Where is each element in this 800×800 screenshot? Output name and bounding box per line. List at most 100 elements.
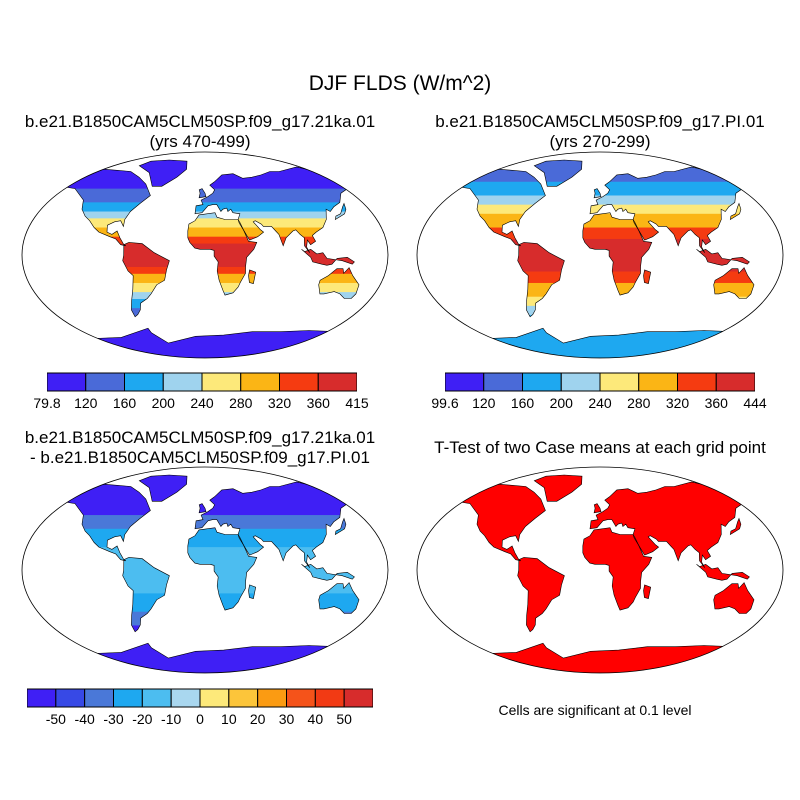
colorbar-box xyxy=(85,372,125,392)
colorbar-tick-label: 200 xyxy=(549,395,573,411)
colorbar-difference-labels: -50 -40 -30 -20 -10 0 10 20 30 40 50 xyxy=(27,711,373,731)
coastline-africa xyxy=(582,212,653,296)
coastline-greenland xyxy=(533,159,583,187)
colorbar-tick-label: 120 xyxy=(472,395,496,411)
colorbar-tick-label: 99.6 xyxy=(431,395,459,411)
colorbar-box xyxy=(124,372,164,392)
colorbar-box xyxy=(162,372,203,392)
coastline-japan xyxy=(334,202,347,221)
colorbar-case1 xyxy=(47,372,357,392)
coastline-northamerica xyxy=(45,483,151,562)
colorbar-box xyxy=(677,372,717,392)
colorbar-tick-label: 360 xyxy=(704,395,728,411)
colorbar-box xyxy=(715,372,755,392)
panel-title-case1-line1: b.e21.B1850CAM5CLM50SP.f09_g17.21ka.01 xyxy=(24,112,376,131)
map-panel-difference xyxy=(21,466,389,674)
map-color-band xyxy=(37,211,381,219)
panel-title-case2: b.e21.B1850CAM5CLM50SP.f09_g17.PI.01 (yr… xyxy=(400,112,800,152)
coastline-japan xyxy=(729,517,742,536)
colorbar-tick-label: -10 xyxy=(161,711,182,727)
colorbar-tick-label: 280 xyxy=(627,395,651,411)
map-color-band xyxy=(432,195,776,206)
colorbar-box xyxy=(314,688,345,708)
colorbar-tick-label: -20 xyxy=(132,711,153,727)
colorbar-box xyxy=(279,372,319,392)
colorbar-box xyxy=(228,688,259,708)
colorbar-tick-label: 10 xyxy=(221,711,237,727)
colorbar-case2 xyxy=(445,372,755,392)
panel-title-difference: b.e21.B1850CAM5CLM50SP.f09_g17.21ka.01 -… xyxy=(0,428,400,468)
colorbar-box xyxy=(240,372,280,392)
colorbar-tick-label: -30 xyxy=(103,711,124,727)
colorbar-tick-label: 444 xyxy=(743,395,767,411)
colorbar-box xyxy=(55,688,86,708)
colorbar-box xyxy=(560,372,601,392)
colorbar-box xyxy=(113,688,143,708)
colorbar-box xyxy=(638,372,678,392)
figure-title: DJF FLDS (W/m^2) xyxy=(308,72,492,95)
coastline-australia xyxy=(318,267,360,299)
panel-title-case1-line2: (yrs 470-499) xyxy=(149,132,251,151)
map-panel-case2 xyxy=(416,151,784,359)
coastline-indonesia xyxy=(696,563,750,581)
coastline-greenland xyxy=(138,159,188,187)
coastline-indonesia xyxy=(696,248,750,266)
colorbar-tick-label: 240 xyxy=(190,395,214,411)
coastline-northamerica xyxy=(45,168,151,247)
map-color-band xyxy=(432,227,776,240)
colorbar-box xyxy=(199,688,230,708)
map-outline xyxy=(21,151,389,359)
colorbar-tick-label: 30 xyxy=(278,711,295,727)
map-color-band xyxy=(37,236,381,245)
colorbar-tick-label: -50 xyxy=(45,711,66,727)
coastline-japan xyxy=(334,517,347,536)
coastline-madagascar xyxy=(643,584,652,599)
coastline-uk xyxy=(198,503,207,514)
panel-title-difference-line2: - b.e21.B1850CAM5CLM50SP.f09_g17.PI.01 xyxy=(30,448,370,467)
colorbar-tick-label: 160 xyxy=(510,395,535,411)
coastline-madagascar xyxy=(248,269,257,284)
coastline-uk xyxy=(593,188,602,199)
colorbar-tick-label: 160 xyxy=(112,395,137,411)
colorbar-case1-labels: 79.8 120 160 200 240 280 320 360 415 xyxy=(33,395,368,415)
colorbar-tick-label: 40 xyxy=(307,711,324,727)
coastline-northamerica xyxy=(440,483,546,562)
colorbar-tick-label: 20 xyxy=(249,711,266,727)
colorbar-box xyxy=(84,688,115,708)
coastline-northamerica xyxy=(440,168,546,247)
colorbar-case2-labels: 99.6 120 160 200 240 280 320 360 444 xyxy=(431,395,766,415)
colorbar-tick-label: 79.8 xyxy=(33,395,61,411)
colorbar-tick-label: 280 xyxy=(229,395,253,411)
panel-title-case1: b.e21.B1850CAM5CLM50SP.f09_g17.21ka.01 (… xyxy=(0,112,400,152)
colorbar-box xyxy=(522,372,562,392)
colorbar-box xyxy=(27,688,57,708)
colorbar-tick-label: 360 xyxy=(306,395,330,411)
map-outline xyxy=(416,466,784,674)
coastline-africa xyxy=(187,527,258,611)
coastline-indonesia xyxy=(301,563,355,581)
panel-title-case2-line1: b.e21.B1850CAM5CLM50SP.f09_g17.PI.01 xyxy=(435,112,765,131)
map-color-band xyxy=(37,227,381,238)
colorbar-tick-label: 320 xyxy=(267,395,292,411)
map-panel-ttest xyxy=(416,466,784,674)
map-color-band xyxy=(432,213,776,229)
colorbar-box xyxy=(483,372,523,392)
coastline-australia xyxy=(318,582,360,614)
colorbar-difference xyxy=(27,688,373,708)
colorbar-box xyxy=(317,372,357,392)
colorbar-tick-label: 200 xyxy=(151,395,175,411)
colorbar-box xyxy=(286,688,316,708)
map-color-band xyxy=(37,218,381,229)
colorbar-tick-label: 50 xyxy=(336,711,352,727)
coastline-uk xyxy=(593,503,602,514)
coastline-southamerica xyxy=(517,557,565,633)
colorbar-box xyxy=(599,372,640,392)
coastline-southamerica xyxy=(122,242,170,318)
coastline-southamerica xyxy=(122,557,170,633)
coastline-indonesia xyxy=(301,248,355,266)
colorbar-tick-label: 240 xyxy=(588,395,612,411)
panel-title-ttest: T-Test of two Case means at each grid po… xyxy=(434,438,766,457)
map-outline xyxy=(416,151,784,359)
coastline-australia xyxy=(713,267,755,299)
colorbar-tick-label: 120 xyxy=(74,395,98,411)
